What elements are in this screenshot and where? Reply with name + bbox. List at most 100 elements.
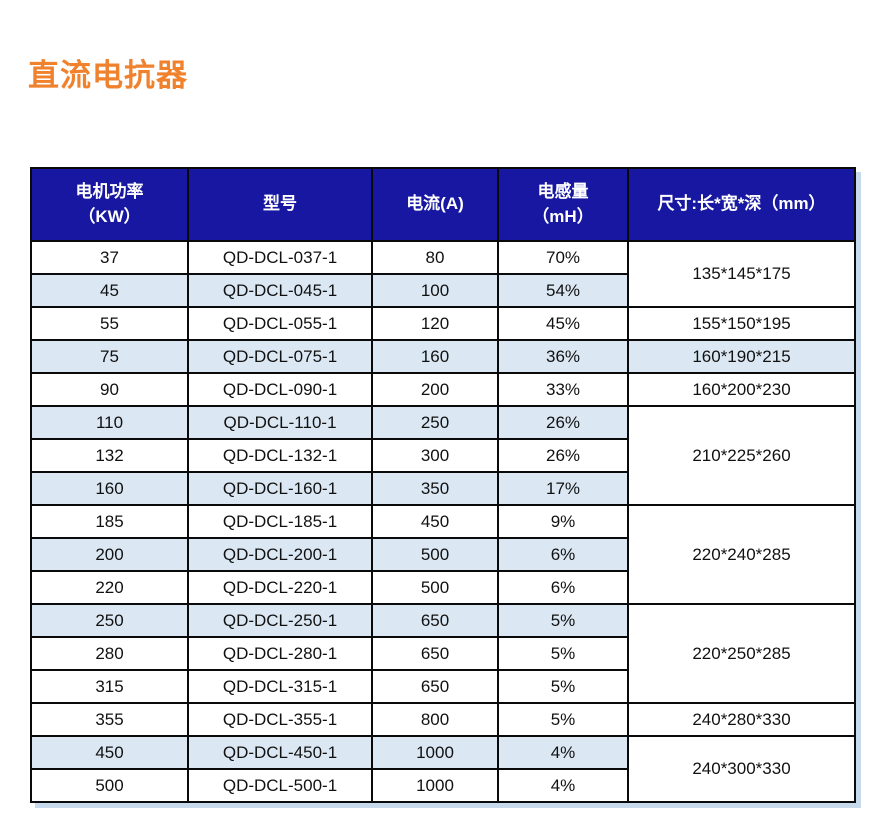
dimensions-cell: 160*200*230 <box>627 372 856 407</box>
power-cell: 37 <box>30 240 189 275</box>
inductance-cell: 26% <box>497 405 629 440</box>
table-row: 220 QD-DCL-220-1 500 6% <box>30 570 855 605</box>
current-cell: 800 <box>371 702 499 737</box>
table-row: 37 QD-DCL-037-1 80 70% 135*145*175 <box>30 240 856 308</box>
current-cell: 250 <box>371 405 499 440</box>
col-header-dimensions: 尺寸:长*宽*深（mm） <box>627 167 856 242</box>
current-cell: 650 <box>371 669 499 704</box>
header-row: 电机功率 （KW） 型号 电流(A) 电感量 （mH） <box>30 167 856 242</box>
model-cell: QD-DCL-037-1 <box>187 240 373 275</box>
table-row: 55 QD-DCL-055-1 120 45% 155*150*195 <box>30 306 856 341</box>
model-cell: QD-DCL-160-1 <box>187 471 373 506</box>
power-cell: 250 <box>30 603 189 638</box>
dimensions-cell: 240*300*330 <box>627 735 856 803</box>
inductance-cell: 5% <box>497 702 629 737</box>
inductance-cell: 33% <box>497 372 629 407</box>
inductance-cell: 17% <box>497 471 629 506</box>
col-header-motor-power: 电机功率 （KW） <box>30 167 189 242</box>
power-cell: 90 <box>30 372 189 407</box>
inductance-cell: 4% <box>497 735 629 770</box>
table-row: 200 QD-DCL-200-1 500 6% <box>30 537 855 572</box>
table-row: 132 QD-DCL-132-1 300 26% <box>30 438 855 473</box>
model-cell: QD-DCL-250-1 <box>187 603 373 638</box>
dimensions-cell: 220*250*285 <box>627 603 856 704</box>
inductance-cell: 45% <box>497 306 629 341</box>
current-cell: 500 <box>371 537 499 572</box>
inductance-cell: 6% <box>497 537 629 572</box>
table-row: 110 QD-DCL-110-1 250 26% 210*225*260 <box>30 405 856 506</box>
power-cell: 75 <box>30 339 189 374</box>
inductance-cell: 54% <box>497 273 629 308</box>
table-row: 90 QD-DCL-090-1 200 33% 160*200*230 <box>30 372 856 407</box>
power-cell: 220 <box>30 570 189 605</box>
dimensions-cell: 160*190*215 <box>627 339 856 374</box>
inductance-cell: 9% <box>497 504 629 539</box>
header-line: （KW） <box>78 206 141 226</box>
table-row: 45 QD-DCL-045-1 100 54% <box>30 273 855 308</box>
col-header-model: 型号 <box>187 167 373 242</box>
table-header: 电机功率 （KW） 型号 电流(A) 电感量 （mH） <box>30 167 856 242</box>
header-line: 电感量 <box>537 181 589 201</box>
table-row: 450 QD-DCL-450-1 1000 4% 240*300*330 <box>30 735 856 803</box>
table-row: 355 QD-DCL-355-1 800 5% 240*280*330 <box>30 702 856 737</box>
power-cell: 200 <box>30 537 189 572</box>
current-cell: 200 <box>371 372 499 407</box>
col-header-inductance: 电感量 （mH） <box>497 167 629 242</box>
current-cell: 1000 <box>371 735 499 770</box>
inductance-cell: 6% <box>497 570 629 605</box>
spec-table-container: 电机功率 （KW） 型号 电流(A) 电感量 （mH） <box>30 167 856 803</box>
header-line: 电机功率 <box>75 181 144 201</box>
inductance-cell: 26% <box>497 438 629 473</box>
header-line: 尺寸:长*宽*深（mm） <box>657 194 826 214</box>
header-line: （mH） <box>532 206 594 226</box>
header-line: 型号 <box>263 194 297 214</box>
model-cell: QD-DCL-090-1 <box>187 372 373 407</box>
power-cell: 160 <box>30 471 189 506</box>
model-cell: QD-DCL-185-1 <box>187 504 373 539</box>
table-row: 75 QD-DCL-075-1 160 36% 160*190*215 <box>30 339 856 374</box>
power-cell: 315 <box>30 669 189 704</box>
current-cell: 100 <box>371 273 499 308</box>
header-line: 电流(A) <box>406 194 464 214</box>
power-cell: 55 <box>30 306 189 341</box>
inductance-cell: 5% <box>497 603 629 638</box>
current-cell: 350 <box>371 471 499 506</box>
spec-table: 电机功率 （KW） 型号 电流(A) 电感量 （mH） <box>30 167 856 803</box>
power-cell: 355 <box>30 702 189 737</box>
dimensions-cell: 135*145*175 <box>627 240 856 308</box>
current-cell: 1000 <box>371 768 499 803</box>
table-body: 37 QD-DCL-037-1 80 70% 135*145*175 45 QD-DCL-0… <box>30 240 856 803</box>
model-cell: QD-DCL-280-1 <box>187 636 373 671</box>
table-row: 185 QD-DCL-185-1 450 9% 220*240*285 <box>30 504 856 605</box>
model-cell: QD-DCL-355-1 <box>187 702 373 737</box>
page-title: 直流电抗器 <box>28 58 188 93</box>
model-cell: QD-DCL-132-1 <box>187 438 373 473</box>
inductance-cell: 5% <box>497 636 629 671</box>
model-cell: QD-DCL-075-1 <box>187 339 373 374</box>
power-cell: 110 <box>30 405 189 440</box>
current-cell: 80 <box>371 240 499 275</box>
dimensions-cell: 240*280*330 <box>627 702 856 737</box>
current-cell: 120 <box>371 306 499 341</box>
power-cell: 280 <box>30 636 189 671</box>
model-cell: QD-DCL-055-1 <box>187 306 373 341</box>
current-cell: 450 <box>371 504 499 539</box>
model-cell: QD-DCL-200-1 <box>187 537 373 572</box>
table-row: 280 QD-DCL-280-1 650 5% <box>30 636 855 671</box>
dimensions-cell: 155*150*195 <box>627 306 856 341</box>
power-cell: 132 <box>30 438 189 473</box>
model-cell: QD-DCL-045-1 <box>187 273 373 308</box>
model-cell: QD-DCL-220-1 <box>187 570 373 605</box>
table-row: 250 QD-DCL-250-1 650 5% 220*250*285 <box>30 603 856 704</box>
power-cell: 500 <box>30 768 189 803</box>
current-cell: 300 <box>371 438 499 473</box>
table-row: 160 QD-DCL-160-1 350 17% <box>30 471 855 506</box>
power-cell: 185 <box>30 504 189 539</box>
col-header-current: 电流(A) <box>371 167 499 242</box>
dimensions-cell: 220*240*285 <box>627 504 856 605</box>
model-cell: QD-DCL-500-1 <box>187 768 373 803</box>
inductance-cell: 4% <box>497 768 629 803</box>
power-cell: 450 <box>30 735 189 770</box>
current-cell: 650 <box>371 603 499 638</box>
